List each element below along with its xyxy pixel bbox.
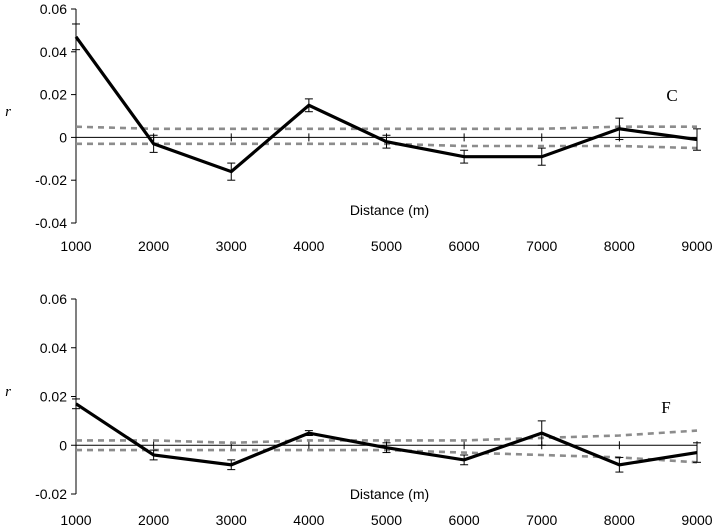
x-tick-label: 7000 <box>526 512 557 528</box>
x-tick-label: 2000 <box>138 512 169 528</box>
panel-label: C <box>666 86 677 105</box>
x-axis-title: Distance (m) <box>350 202 429 218</box>
y-axis-title: r <box>5 384 11 400</box>
y-tick-label: 0.04 <box>40 44 67 60</box>
series-line-observed <box>74 35 698 174</box>
error-bar <box>460 149 469 164</box>
error-bar <box>382 442 391 454</box>
y-tick-label: 0.04 <box>40 340 67 356</box>
error-bar <box>693 442 701 463</box>
panel-c-chart: -0.04 -0.02 0 0.02 0.04 0.06 1000 2000 3000 4000 5… <box>5 1 713 254</box>
y-tick-label: 0.06 <box>40 291 67 307</box>
y-tick-label: 0 <box>59 437 67 453</box>
error-bar <box>460 454 469 466</box>
error-bar <box>615 456 624 473</box>
x-tick-label: 4000 <box>293 238 324 254</box>
error-bar <box>615 117 624 141</box>
error-bar <box>149 449 158 461</box>
y-tick-label: 0.02 <box>40 389 67 405</box>
y-tick-label: -0.02 <box>35 486 67 502</box>
error-bar <box>693 128 701 151</box>
x-tick-label: 8000 <box>604 512 635 528</box>
error-bar <box>227 162 236 181</box>
x-tick-label: 6000 <box>449 238 480 254</box>
error-bar <box>304 430 313 436</box>
error-bar <box>72 398 80 410</box>
x-tick-label: 3000 <box>216 238 247 254</box>
error-bar <box>537 420 546 446</box>
x-tick-label: 1000 <box>60 238 91 254</box>
x-tick-label: 4000 <box>293 512 324 528</box>
y-tick-label: 0 <box>59 129 67 145</box>
x-tick-label: 6000 <box>449 512 480 528</box>
panel-f-chart: -0.02 0 0.02 0.04 0.06 1000 2000 3000 4000 5000 60… <box>5 291 713 528</box>
error-bar <box>149 134 158 153</box>
y-tick-label: -0.02 <box>35 172 67 188</box>
y-tick-label: -0.04 <box>35 215 67 231</box>
series-line-upper-confidence <box>75 125 697 131</box>
x-tick-label: 8000 <box>604 238 635 254</box>
x-tick-label: 5000 <box>371 238 402 254</box>
x-tick-label: 3000 <box>216 512 247 528</box>
error-bar <box>382 134 391 149</box>
y-tick-label: 0.06 <box>40 1 67 17</box>
y-tick-label: 0.02 <box>40 87 67 103</box>
series-line-observed <box>75 402 698 467</box>
x-tick-label: 9000 <box>681 238 712 254</box>
x-tick-label: 9000 <box>681 512 712 528</box>
x-axis-title: Distance (m) <box>350 486 429 502</box>
error-bar <box>537 147 546 166</box>
x-tick-label: 2000 <box>138 238 169 254</box>
error-bar <box>72 23 80 51</box>
series-line-upper-confidence <box>76 429 698 445</box>
error-bar <box>227 459 236 471</box>
x-tick-label: 5000 <box>371 512 402 528</box>
x-tick-label: 7000 <box>526 238 557 254</box>
panel-label: F <box>661 398 670 417</box>
error-bar <box>304 98 313 113</box>
x-tick-label: 1000 <box>60 512 91 528</box>
y-axis-title: r <box>5 104 11 120</box>
